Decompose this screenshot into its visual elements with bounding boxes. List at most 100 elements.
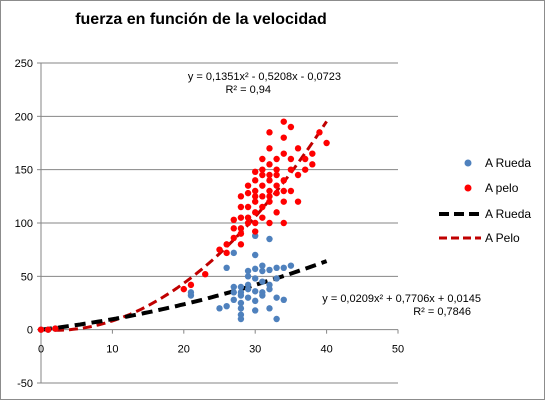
point-rueda [230,289,237,296]
point-pelo [259,182,266,189]
point-pelo [280,118,287,125]
point-pelo [273,209,280,216]
x-tick-label: 20 [178,344,190,356]
point-rueda [273,264,280,271]
point-pelo [252,209,259,216]
point-rueda [237,311,245,318]
legend-label: A Rueda [485,156,531,170]
x-tick-label: 10 [106,344,118,356]
point-rueda [273,294,280,301]
y-tick-label: 250 [15,58,33,70]
point-pelo [237,241,245,248]
point-pelo [237,230,245,237]
point-pelo [266,129,273,136]
point-rueda [259,289,266,296]
point-pelo [266,177,273,184]
point-pelo [180,285,187,293]
point-pelo [230,234,237,242]
point-rueda [252,307,259,314]
point-pelo [252,193,259,200]
point-rueda [223,264,230,271]
point-pelo [244,182,252,189]
point-rueda [287,262,295,269]
point-pelo [266,145,273,152]
x-tick-label: 50 [392,344,404,356]
point-pelo [280,177,287,184]
point-pelo [273,189,280,197]
legend-marker [464,184,472,192]
point-rueda [237,299,245,307]
point-pelo [259,166,266,173]
point-pelo [259,203,266,211]
point-pelo [294,171,302,179]
point-pelo [280,134,287,141]
point-rueda [266,281,273,289]
y-tick-label: 50 [21,271,33,283]
point-rueda [252,288,259,295]
point-pelo [44,326,52,333]
point-pelo [244,219,252,227]
point-pelo [230,216,237,223]
point-pelo [266,171,273,179]
point-pelo [309,150,316,157]
point-pelo [287,123,295,131]
point-pelo [280,219,287,227]
point-rueda [266,305,273,312]
trend-equation-rueda: y = 0,0209x² + 0,7706x + 0,0145 [322,293,481,305]
point-pelo [259,193,266,200]
point-pelo [237,214,245,221]
point-rueda [280,296,287,303]
point-pelo [259,214,266,221]
point-pelo [323,139,330,147]
point-rueda [237,283,245,291]
trend-label-pelo: y = 0,1351x² - 0,5208x - 0,0723 R² = 0,9… [151,71,341,97]
point-rueda [252,275,259,282]
point-rueda [266,266,273,274]
y-tick-label: 0 [27,325,33,337]
point-rueda [216,305,223,312]
point-rueda [280,264,287,271]
legend-label: A Pelo [485,231,520,245]
point-pelo [37,326,45,333]
point-pelo [266,161,273,168]
point-pelo [252,168,259,175]
point-pelo [266,193,273,200]
point-rueda [252,297,259,305]
point-pelo [237,225,245,232]
point-pelo [294,198,302,205]
point-pelo [252,228,259,235]
point-rueda [237,292,245,299]
point-rueda [244,273,252,280]
y-tick-label: 100 [15,218,33,230]
point-rueda [230,283,237,291]
legend: A Rueda A pelo A Rueda A Pelo [439,156,531,245]
point-rueda [230,249,237,257]
point-pelo [244,203,252,211]
point-pelo [287,187,295,195]
axes: -50 0 50 100 150 200 250 0 10 20 30 40 50 [15,58,404,390]
point-pelo [252,187,259,195]
point-pelo [266,187,273,195]
trendline-pelo [40,120,328,332]
trend-label-rueda: y = 0,0209x² + 0,7706x + 0,0145 R² = 0,7… [291,293,481,319]
point-pelo [273,182,280,189]
trend-r2-rueda: R² = 0,7846 [413,306,471,318]
point-pelo [273,166,280,173]
y-tick-label: 150 [15,165,33,177]
point-pelo [287,155,295,163]
point-pelo [280,187,287,195]
trend-equation-pelo: y = 0,1351x² - 0,5208x - 0,0723 [187,71,341,83]
point-rueda [187,289,195,296]
trend-r2-pelo: R² = 0,94 [225,84,271,96]
point-pelo [187,281,195,289]
x-tick-label: 30 [249,344,261,356]
data-points [37,118,330,333]
point-pelo [259,171,266,179]
point-pelo [237,193,245,200]
point-pelo [230,225,237,232]
point-pelo [202,271,209,278]
point-pelo [266,219,273,227]
point-rueda [244,267,252,275]
point-pelo [223,249,230,257]
